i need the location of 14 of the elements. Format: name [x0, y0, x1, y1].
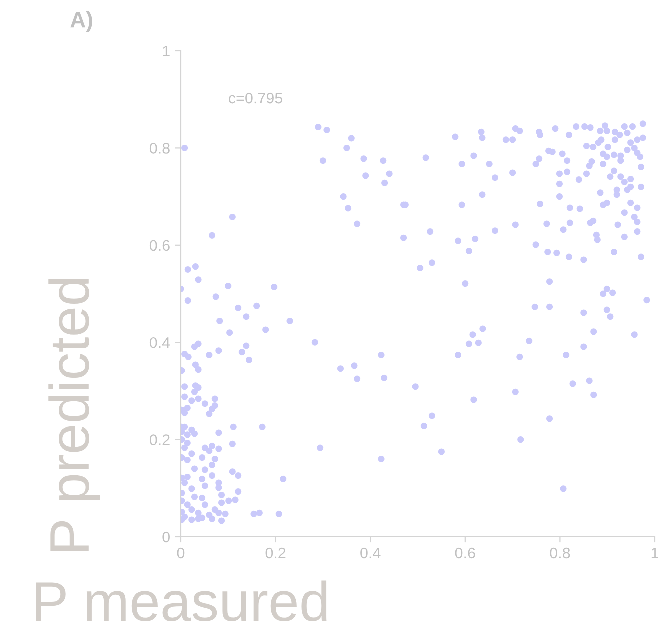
y-tick-label: 0.4 — [150, 337, 170, 348]
x-tick-label: 0.4 — [360, 548, 381, 559]
y-tick-label: 0.8 — [150, 143, 170, 154]
chart-title: A) — [70, 11, 92, 32]
y-tick-label: 0.2 — [150, 434, 170, 446]
x-tick-label: 0.8 — [550, 548, 570, 559]
x-tick-label: 1 — [652, 548, 659, 558]
x-tick-label: 0 — [177, 548, 185, 559]
x-tick-label: 0.6 — [455, 548, 476, 559]
x-tick-label: 0.2 — [266, 548, 286, 559]
annotation: c=0.795 — [229, 92, 283, 104]
y-tick-label: 0.6 — [150, 240, 170, 252]
y-tick-label: 0 — [162, 532, 170, 543]
y-tick-label: 1 — [163, 46, 170, 57]
